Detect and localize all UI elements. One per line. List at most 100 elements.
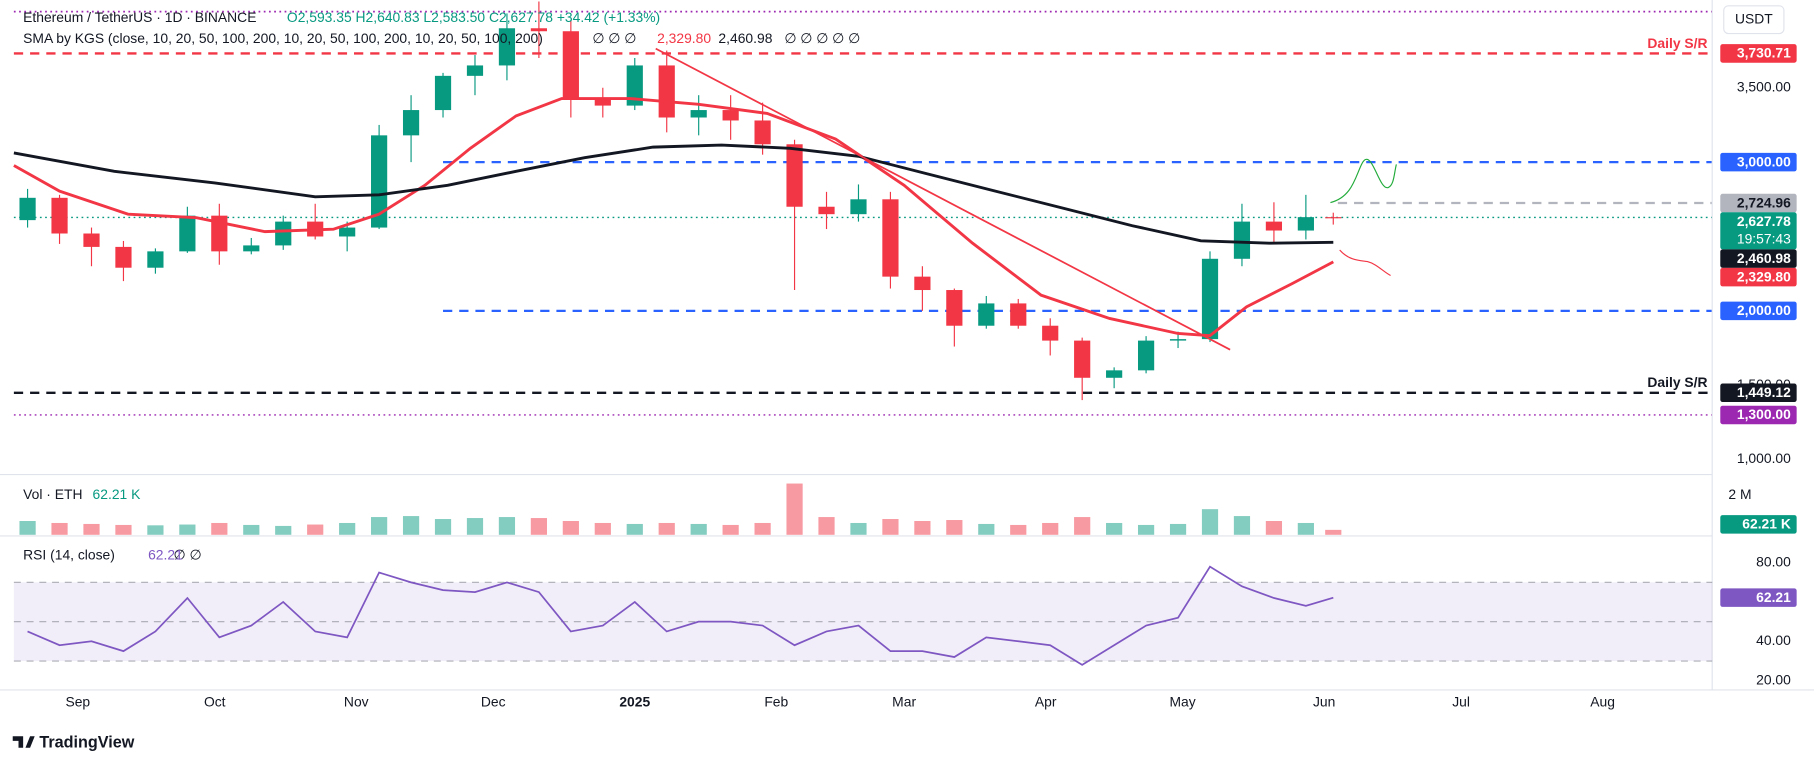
- volume-bar: [1169, 523, 1187, 535]
- volume-bar: [754, 522, 771, 535]
- volume-bar: [1042, 522, 1059, 535]
- price-tag: [1720, 193, 1797, 213]
- volume-bar: [530, 518, 547, 535]
- volume-bar: [1201, 509, 1219, 535]
- price-tag: [1720, 383, 1797, 403]
- projection-down: [1339, 249, 1391, 277]
- volume-bar: [275, 525, 292, 535]
- volume-bar: [211, 522, 228, 535]
- candle-body: [179, 215, 196, 252]
- rsi-tick-label: 20.00: [1756, 671, 1791, 687]
- candle-body: [1137, 340, 1155, 371]
- brand-logo: [12, 736, 35, 748]
- candle-body: [658, 65, 675, 118]
- price-tag-label: 3,730.71: [1737, 45, 1791, 61]
- candle-body: [1074, 340, 1091, 378]
- candle-body: [850, 199, 867, 215]
- candle-body: [722, 110, 739, 121]
- candle-body: [690, 110, 707, 118]
- brand: TradingView: [39, 733, 134, 751]
- candle-body: [562, 31, 579, 100]
- level-note: Daily S/R: [1647, 35, 1707, 51]
- volume-last: 62.21 K: [93, 486, 142, 502]
- symbol: Ethereum / TetherUS · 1D · BINANCE: [23, 9, 256, 25]
- volume-bar: [914, 521, 931, 535]
- currency-button[interactable]: [1723, 5, 1785, 35]
- volume-bar: [434, 519, 452, 535]
- x-tick-label: Dec: [481, 693, 506, 709]
- price-tag: [1720, 44, 1797, 63]
- candle-body: [818, 206, 835, 215]
- volume-bar: [498, 517, 516, 535]
- candle-body: [1201, 258, 1219, 340]
- volume-bar: [562, 521, 579, 535]
- price-tag: [1720, 267, 1797, 287]
- volume-bar: [307, 524, 324, 535]
- volume-bar: [19, 521, 36, 535]
- volume-bar: [1265, 521, 1283, 535]
- candle-body: [339, 227, 356, 237]
- volume-bar: [850, 522, 867, 535]
- candle-body: [626, 65, 643, 106]
- candle-body: [434, 75, 452, 111]
- candle-body: [594, 99, 611, 106]
- level-note: Daily S/R: [1647, 374, 1707, 390]
- rsi-tick-label: 40.00: [1756, 632, 1791, 648]
- rsi-tick-label: 80.00: [1756, 553, 1791, 569]
- y-tick-label: 1,000.00: [1737, 450, 1791, 466]
- volume-bar: [83, 523, 100, 535]
- candle-body: [946, 290, 963, 326]
- rsi-tag: [1720, 588, 1797, 607]
- price-tag-label: 1,300.00: [1737, 406, 1791, 422]
- volume-bar: [658, 522, 675, 535]
- price-tag-label: 2,000.00: [1737, 302, 1791, 318]
- x-tick-label: Feb: [764, 693, 788, 709]
- volume-bar: [1074, 517, 1091, 535]
- volume-bar: [243, 524, 260, 535]
- candle-body: [786, 144, 803, 207]
- rsi-title: RSI (14, close): [23, 546, 115, 562]
- currency[interactable]: USDT: [1735, 10, 1773, 26]
- indicator-value: ∅ ∅ ∅ ∅ ∅: [784, 30, 860, 46]
- price-tag-label: 2,329.80: [1737, 268, 1791, 284]
- volume-tag-label: 62.21 K: [1742, 516, 1791, 532]
- candle-body: [19, 197, 36, 221]
- candle-body: [51, 197, 68, 234]
- rsi-line: [27, 565, 1334, 666]
- volume-tick-label: 2 M: [1728, 486, 1751, 502]
- sma-line: [13, 97, 1334, 338]
- ohlc: O2,593.35 H2,640.83 L2,583.50 C2,627.78 …: [287, 9, 660, 25]
- rsi-extra: ∅ ∅: [174, 546, 202, 562]
- price-tag: [1720, 249, 1797, 268]
- x-tick-label: Jul: [1452, 693, 1470, 709]
- volume-bar: [786, 483, 803, 535]
- plot-area: Daily S/R Daily S/R: [13, 1, 1713, 416]
- countdown: 19:57:43: [1737, 231, 1791, 247]
- candle-body: [147, 251, 164, 268]
- volume-bar: [626, 523, 643, 535]
- sma-line: [13, 143, 1334, 245]
- volume-bar: [339, 522, 356, 535]
- volume-bar: [1325, 529, 1342, 535]
- price-tag: [1720, 212, 1797, 250]
- x-tick-label: Sep: [65, 693, 90, 709]
- volume-bar: [882, 519, 899, 535]
- volume-title: Vol · ETH: [23, 486, 82, 502]
- price-tag-label: 3,000.00: [1737, 153, 1791, 169]
- candle-body: [115, 246, 132, 268]
- candle-body: [1010, 303, 1027, 326]
- candle-body: [1042, 325, 1059, 341]
- price-tag-label: 2,627.78: [1737, 213, 1791, 229]
- volume-tag: [1720, 515, 1797, 534]
- x-tick-label: Oct: [204, 693, 226, 709]
- volume-bar: [1010, 524, 1027, 535]
- volume-bar: [594, 522, 611, 535]
- candle-body: [1325, 217, 1342, 219]
- candle-body: [402, 110, 420, 136]
- volume-bar: [690, 523, 707, 535]
- indicator: SMA by KGS (close, 10, 20, 50, 100, 200,…: [23, 30, 543, 46]
- x-tick-label: Mar: [892, 693, 916, 709]
- candle-body: [1233, 221, 1251, 259]
